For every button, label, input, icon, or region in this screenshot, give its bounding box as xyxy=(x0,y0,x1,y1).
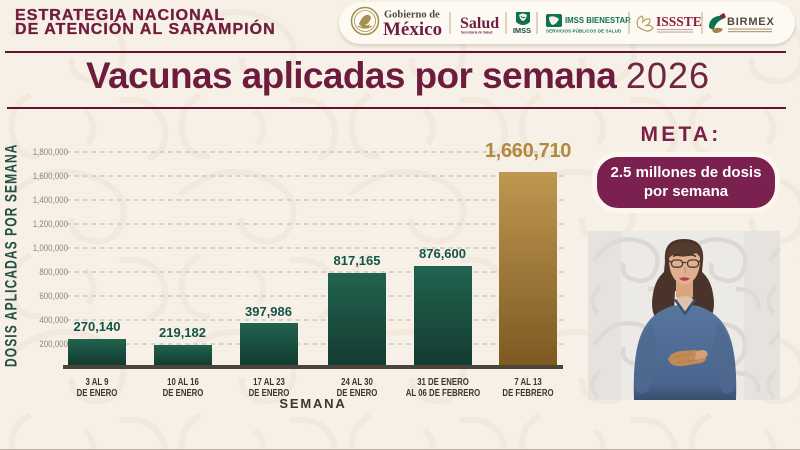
svg-text:IMSS BIENESTAR: IMSS BIENESTAR xyxy=(565,16,631,25)
svg-text:SERVICIOS PÚBLICOS DE SALUD: SERVICIOS PÚBLICOS DE SALUD xyxy=(546,29,621,34)
svg-text:IMSS: IMSS xyxy=(513,26,531,35)
svg-text:Salud: Salud xyxy=(460,15,499,32)
svg-text:México: México xyxy=(383,19,442,40)
svg-text:BIRMEX: BIRMEX xyxy=(727,16,775,28)
svg-text:Gobierno de: Gobierno de xyxy=(384,10,440,21)
svg-text:Secretaría de Salud: Secretaría de Salud xyxy=(461,31,492,35)
svg-text:ISSSTE: ISSSTE xyxy=(656,14,702,29)
